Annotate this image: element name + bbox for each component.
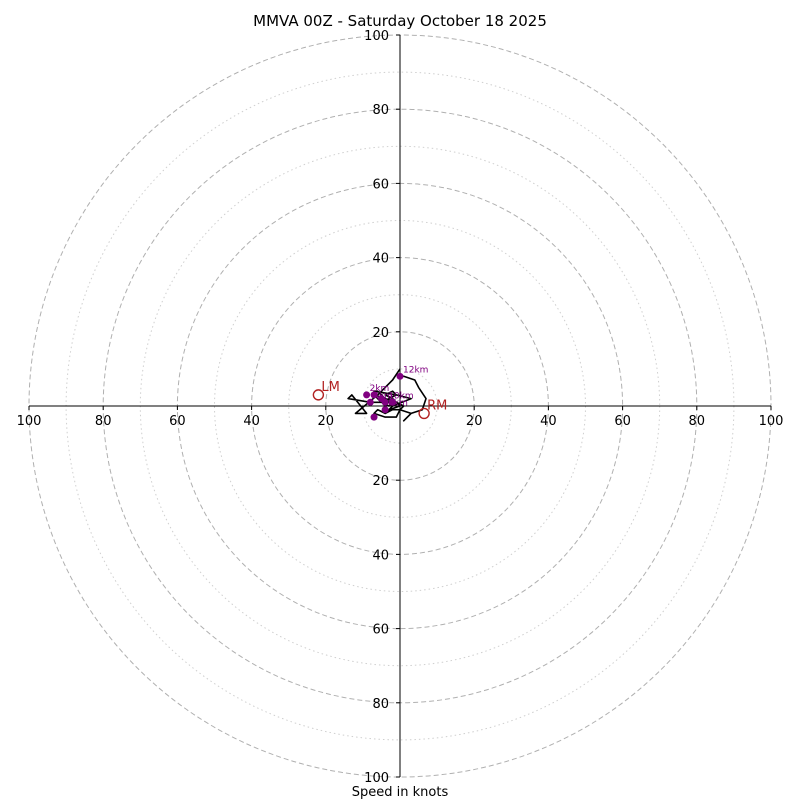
- height-point: [396, 372, 404, 380]
- height-point: [370, 391, 378, 399]
- x-tick-label: 40: [243, 414, 260, 429]
- y-tick-label: 40: [372, 252, 389, 267]
- y-tick-label: 60: [372, 623, 389, 638]
- height-point: [381, 406, 389, 414]
- storm-motion-label: LM: [321, 380, 339, 395]
- height-label: 12km: [403, 365, 428, 375]
- x-tick-label: 40: [540, 414, 557, 429]
- height-label: 8km: [388, 399, 408, 409]
- x-tick-label: 80: [689, 414, 706, 429]
- chart-title: MMVA 00Z - Saturday October 18 2025: [253, 12, 547, 30]
- storm-motion-label: RM: [427, 398, 447, 413]
- y-tick-label: 80: [372, 697, 389, 712]
- height-point: [389, 398, 397, 406]
- height-point: [381, 398, 389, 406]
- x-tick-label: 20: [318, 414, 335, 429]
- height-points: 2km4km8km10km12km: [363, 365, 428, 421]
- y-tick-label: 40: [372, 548, 389, 563]
- storm-motion-markers: LM RM: [312, 380, 447, 420]
- y-tick-label: 100: [364, 29, 389, 44]
- y-tick-label: 60: [372, 177, 389, 192]
- y-tick-label: 80: [372, 103, 389, 118]
- height-label: 10km: [388, 391, 413, 401]
- height-point: [363, 391, 371, 399]
- x-tick-label: 80: [95, 414, 112, 429]
- x-axis-label: Speed in knots: [352, 785, 449, 800]
- x-tick-label: 60: [614, 414, 631, 429]
- height-point: [366, 398, 374, 406]
- x-tick-label: 60: [169, 414, 186, 429]
- x-tick-label: 20: [466, 414, 483, 429]
- x-tick-label: 100: [17, 414, 42, 429]
- height-point: [370, 413, 378, 421]
- y-tick-label: 20: [372, 474, 389, 489]
- storm-motion-marker: [418, 407, 430, 420]
- tick-labels: 100 80 60 40 20 20 40 60 80 100 100 80 60 40 20 20 40 60 8…: [17, 29, 784, 786]
- storm-motion-marker: [312, 389, 325, 401]
- x-tick-label: 100: [759, 414, 784, 429]
- height-label: 2km: [370, 384, 390, 394]
- y-tick-label: 100: [364, 771, 389, 786]
- y-tick-label: 20: [372, 326, 389, 341]
- hodograph-trace: [347, 368, 427, 422]
